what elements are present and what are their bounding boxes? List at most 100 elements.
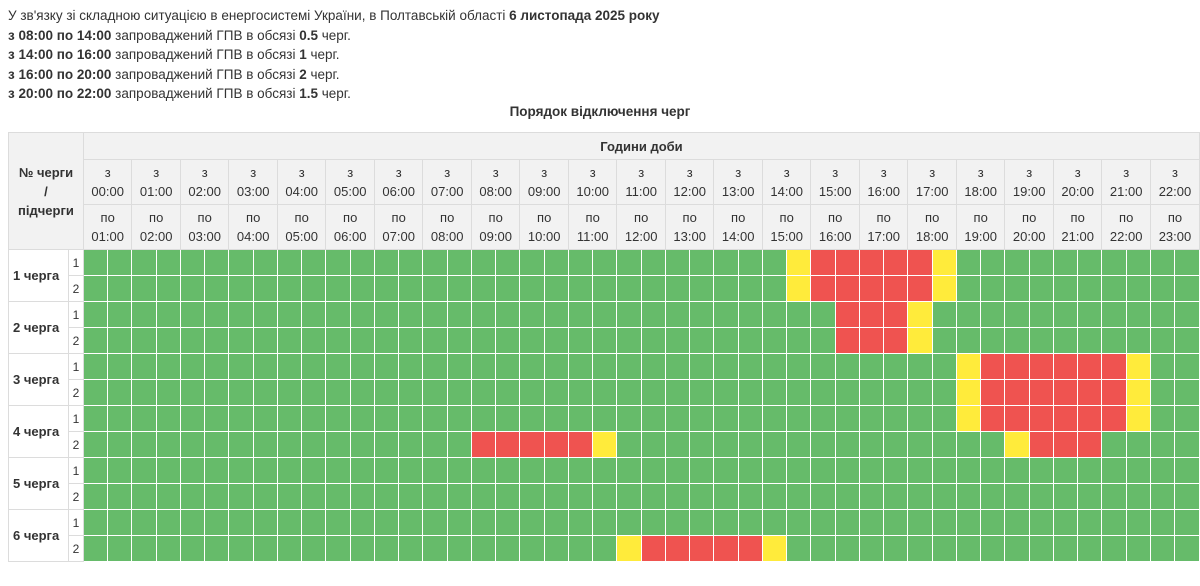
schedule-cell	[1149, 457, 1176, 484]
schedule-cell	[519, 249, 545, 276]
schedule-cell	[567, 431, 594, 458]
schedule-cell	[858, 509, 885, 536]
hour-to-header: по 16:00	[810, 204, 860, 250]
schedule-cell	[519, 275, 545, 302]
hour-from-prefix: з	[1123, 165, 1130, 180]
schedule-cell	[1052, 353, 1079, 380]
subqueue-number: 1	[67, 249, 84, 276]
schedule-cell	[786, 509, 812, 536]
subqueue-number: 2	[67, 327, 84, 354]
schedule-cell	[398, 535, 424, 562]
queue-row: 1 черга 1	[8, 249, 1200, 302]
schedule-cell	[931, 379, 957, 406]
schedule-cell	[713, 483, 739, 510]
schedule-cell	[1052, 405, 1079, 432]
period-text: запроваджений ГПВ в обсязі	[111, 27, 300, 43]
queue-label: 4 черга	[8, 405, 69, 458]
hours-of-day-header: Години доби	[82, 132, 1200, 160]
schedule-cell	[592, 431, 618, 458]
schedule-cell	[980, 457, 1006, 484]
schedule-cell	[204, 353, 230, 380]
schedule-cell	[1028, 431, 1054, 458]
schedule-cell	[543, 275, 569, 302]
hour-to-header: по 21:00	[1052, 204, 1103, 250]
schedule-cell	[252, 353, 278, 380]
schedule-cell	[325, 509, 351, 536]
schedule-cell	[907, 301, 933, 328]
schedule-cell	[713, 379, 739, 406]
schedule-cell	[1174, 509, 1200, 536]
hour-from-prefix: з	[298, 165, 305, 180]
schedule-cell	[980, 405, 1006, 432]
schedule-cell	[664, 509, 691, 536]
schedule-cell	[470, 379, 497, 406]
hour-to-value: 04:00	[236, 229, 270, 244]
schedule-cell	[82, 379, 109, 406]
schedule-cell	[907, 457, 933, 484]
schedule-cell	[907, 379, 933, 406]
hour-from-header: з 20:00	[1052, 159, 1103, 205]
period-line: з 14:00 по 16:00 запроваджений ГПВ в обс…	[8, 45, 660, 65]
schedule-cell	[1004, 509, 1030, 536]
schedule-cell	[495, 457, 521, 484]
schedule-cell	[301, 535, 327, 562]
schedule-cell	[810, 405, 836, 432]
schedule-cell	[179, 275, 206, 302]
schedule-cell	[713, 457, 739, 484]
schedule-cell	[931, 483, 957, 510]
schedule-cell	[349, 509, 375, 536]
schedule-cell	[1174, 249, 1200, 276]
schedule-cell	[689, 327, 715, 354]
schedule-cell	[1077, 301, 1103, 328]
schedule-cell	[495, 327, 521, 354]
hour-to-value: 20:00	[1012, 229, 1046, 244]
schedule-cell	[519, 535, 545, 562]
schedule-cell	[664, 353, 691, 380]
hour-to-prefix: по	[1167, 210, 1183, 225]
schedule-cell	[1052, 431, 1079, 458]
subqueue-number: 1	[67, 353, 84, 380]
schedule-cell	[834, 327, 860, 354]
schedule-cell	[1004, 301, 1030, 328]
hour-to-prefix: по	[488, 210, 503, 225]
schedule-cell	[252, 483, 278, 510]
schedule-cell	[1149, 301, 1176, 328]
queue-label: 2 черга	[8, 301, 69, 354]
schedule-cell	[325, 249, 351, 276]
schedule-cell	[664, 457, 691, 484]
hour-to-header: по 10:00	[519, 204, 569, 250]
schedule-cell	[810, 483, 836, 510]
schedule-cell	[858, 483, 885, 510]
hour-to-value: 21:00	[1061, 229, 1094, 244]
schedule-cell	[834, 249, 860, 276]
schedule-cell	[1028, 301, 1054, 328]
schedule-cell	[810, 379, 836, 406]
schedule-cell	[422, 405, 448, 432]
schedule-cell	[810, 301, 836, 328]
schedule-cell	[276, 275, 303, 302]
schedule-cell	[179, 535, 206, 562]
schedule-cell	[155, 249, 181, 276]
hour-to-header: по 22:00	[1101, 204, 1151, 250]
schedule-cell	[422, 431, 448, 458]
schedule-cell	[325, 431, 351, 458]
schedule-cell	[664, 405, 691, 432]
subqueue-number: 1	[67, 509, 84, 536]
hour-from-value: 10:00	[576, 184, 609, 199]
schedule-cell	[276, 509, 303, 536]
schedule-cell	[907, 249, 933, 276]
hour-to-header: по 02:00	[131, 204, 181, 250]
schedule-cell	[204, 405, 230, 432]
schedule-cell	[398, 457, 424, 484]
schedule-cell	[616, 405, 642, 432]
hour-to-header: по 01:00	[82, 204, 133, 250]
schedule-cell	[616, 379, 642, 406]
schedule-cell	[519, 457, 545, 484]
hour-from-value: 02:00	[188, 184, 221, 199]
hour-from-prefix: з	[783, 165, 790, 180]
schedule-cell	[810, 249, 836, 276]
schedule-cell	[640, 353, 666, 380]
schedule-cell	[179, 353, 206, 380]
period-amount: 2	[299, 66, 307, 82]
schedule-cell	[179, 327, 206, 354]
